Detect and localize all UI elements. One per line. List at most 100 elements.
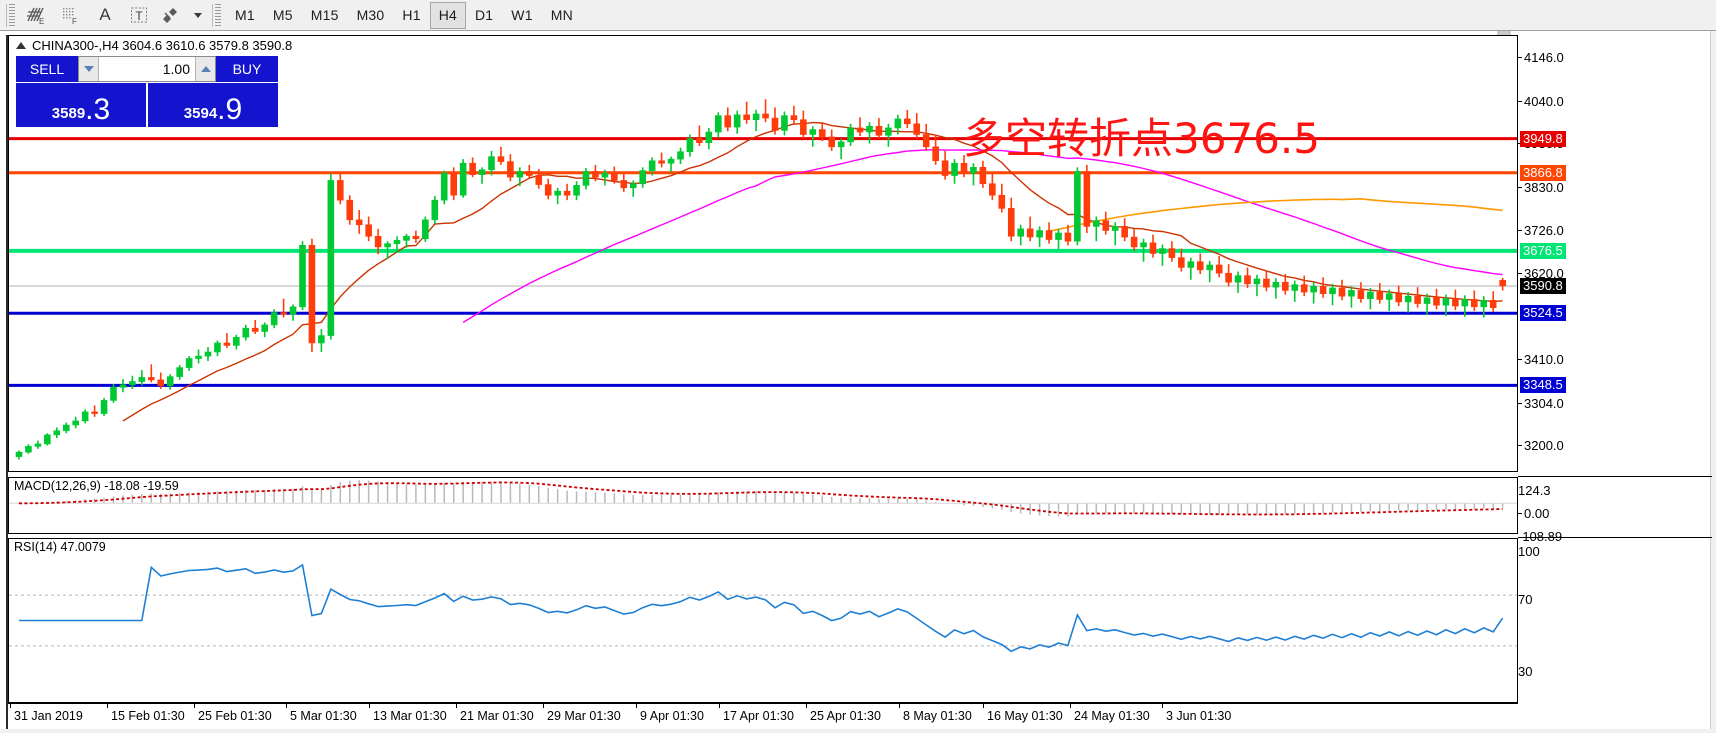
time-label: 21 Mar 01:30 xyxy=(460,709,534,723)
time-tick xyxy=(1070,704,1071,708)
bottom-strip xyxy=(0,729,1716,733)
objects-icon[interactable] xyxy=(156,1,190,30)
buy-price-decimal: .9 xyxy=(217,93,243,127)
price-tick-3410-0: 3410.0 xyxy=(1518,353,1564,366)
svg-text:E: E xyxy=(39,17,44,25)
crosshair-grid-icon[interactable]: F xyxy=(54,1,88,30)
price-tick-4146-0: 4146.0 xyxy=(1518,51,1564,64)
indicators-icon[interactable]: E xyxy=(20,1,54,30)
chart-annotation-text: 多空转折点3676.5 xyxy=(963,114,1320,163)
buy-button[interactable]: BUY xyxy=(216,56,278,82)
macd-label: MACD(12,26,9) -18.08 -19.59 xyxy=(14,479,179,493)
rsi-label: RSI(14) 47.0079 xyxy=(14,540,106,554)
price-tick-3304-0: 3304.0 xyxy=(1518,397,1564,410)
price-tick-3620-0: 3620.0 xyxy=(1518,267,1564,280)
volume-input[interactable]: 1.00 xyxy=(99,57,195,81)
volume-increase-button[interactable] xyxy=(195,57,215,81)
macd-axis-10889: -108.89 xyxy=(1518,529,1563,544)
text-object-icon[interactable]: T xyxy=(122,1,156,30)
rsi-axis-100: 100 xyxy=(1518,544,1540,559)
time-tick xyxy=(107,704,108,708)
pane-splitter-nub[interactable] xyxy=(1497,31,1511,36)
macd-chart-svg xyxy=(9,480,1517,517)
rsi-axis-70: 70 xyxy=(1518,592,1533,607)
volume-decrease-button[interactable] xyxy=(79,57,99,81)
price-tick-3726-0: 3726.0 xyxy=(1518,224,1564,237)
chart-header: CHINA300-,H4 3604.6 3610.6 3579.8 3590.8 xyxy=(16,38,292,53)
level-3676-5[interactable]: 3676.5 xyxy=(1520,242,1566,259)
time-label: 16 May 01:30 xyxy=(987,709,1063,723)
time-tick xyxy=(1162,704,1163,708)
timeframe-m15[interactable]: M15 xyxy=(310,7,339,23)
time-label: 31 Jan 2019 xyxy=(14,709,83,723)
time-label: 17 Apr 01:30 xyxy=(723,709,794,723)
time-label: 29 Mar 01:30 xyxy=(547,709,621,723)
macd-axis-1243: 124.3 xyxy=(1518,483,1551,498)
macd-axis-000: 0.00 xyxy=(1518,507,1549,520)
time-tick xyxy=(719,704,720,708)
sell-price-decimal: .3 xyxy=(85,93,111,127)
time-label: 3 Jun 01:30 xyxy=(1166,709,1232,723)
price-tick-4040-0: 4040.0 xyxy=(1518,95,1564,108)
price-tick-3830-0: 3830.0 xyxy=(1518,181,1564,194)
timeframe-h1[interactable]: H1 xyxy=(402,7,421,23)
time-tick xyxy=(456,704,457,708)
macd-pane[interactable]: MACD(12,26,9) -18.08 -19.59 xyxy=(8,477,1518,534)
buy-price-integer: 3594 xyxy=(183,105,218,122)
price-tick-3200-0: 3200.0 xyxy=(1518,439,1564,452)
timeframe-m5[interactable]: M5 xyxy=(272,7,293,23)
time-label: 9 Apr 01:30 xyxy=(640,709,704,723)
rsi-axis-30: 30 xyxy=(1518,664,1533,679)
svg-text:F: F xyxy=(72,17,77,25)
timeframe-h4[interactable]: H4 xyxy=(429,1,466,29)
objects-dropdown-caret-icon[interactable] xyxy=(190,1,206,30)
time-tick xyxy=(543,704,544,708)
chart-header-text: CHINA300-,H4 3604.6 3610.6 3579.8 3590.8 xyxy=(32,38,293,53)
time-label: 8 May 01:30 xyxy=(903,709,972,723)
time-tick xyxy=(983,704,984,708)
time-axis[interactable]: 31 Jan 2019 15 Feb 01:30 25 Feb 01:30 5 Mar… xyxy=(8,703,1518,729)
time-tick xyxy=(286,704,287,708)
svg-text:T: T xyxy=(135,9,143,23)
sell-price-integer: 3589 xyxy=(51,105,86,122)
time-tick xyxy=(369,704,370,708)
volume-stepper[interactable]: 1.00 xyxy=(78,56,216,82)
time-label: 5 Mar 01:30 xyxy=(290,709,357,723)
buy-price-display[interactable]: 3594 .9 xyxy=(148,83,278,127)
level-3524-5[interactable]: 3524.5 xyxy=(1520,305,1566,322)
rsi-pane[interactable]: RSI(14) 47.0079 xyxy=(8,538,1518,703)
collapse-triangle-icon[interactable] xyxy=(16,42,26,49)
time-tick xyxy=(194,704,195,708)
toolbar-grip-timeframes[interactable] xyxy=(212,3,221,27)
timeframe-mn[interactable]: MN xyxy=(550,7,573,23)
current-price-3590-8[interactable]: 3590.8 xyxy=(1520,278,1566,294)
price-chart-svg xyxy=(9,99,1517,460)
one-click-trading-panel[interactable]: SELL 1.00 BUY 3589 .3 3594 .9 xyxy=(16,56,278,127)
rsi-axis-separator xyxy=(1518,537,1712,538)
toolbar-grip-left[interactable] xyxy=(6,3,15,27)
timeframe-m1[interactable]: M1 xyxy=(235,7,255,23)
timeframe-d1[interactable]: D1 xyxy=(475,7,494,23)
chart-frame: CHINA300-,H4 3604.6 3610.6 3579.8 3590.8… xyxy=(6,35,1712,729)
level-3348-5[interactable]: 3348.5 xyxy=(1520,377,1566,394)
main-toolbar: E F A xyxy=(0,0,1716,31)
time-tick xyxy=(636,704,637,708)
right-scroll-strip[interactable] xyxy=(1710,31,1716,733)
timeframe-w1[interactable]: W1 xyxy=(511,7,533,23)
time-tick xyxy=(899,704,900,708)
time-label: 25 Feb 01:30 xyxy=(198,709,272,723)
time-label: 13 Mar 01:30 xyxy=(373,709,447,723)
rsi-chart-svg xyxy=(9,563,1517,653)
timeframe-m30[interactable]: M30 xyxy=(356,7,385,23)
time-label: 15 Feb 01:30 xyxy=(111,709,185,723)
sell-button[interactable]: SELL xyxy=(16,56,78,82)
sell-price-display[interactable]: 3589 .3 xyxy=(16,83,146,127)
level-3949-8[interactable]: 3949.8 xyxy=(1520,130,1566,147)
time-tick xyxy=(806,704,807,708)
time-label: 25 Apr 01:30 xyxy=(810,709,881,723)
level-3866-8[interactable]: 3866.8 xyxy=(1520,164,1566,181)
time-tick xyxy=(10,704,11,708)
price-axis[interactable]: 4146.04040.03936.03830.03726.03620.03410… xyxy=(1518,35,1712,703)
time-label: 24 May 01:30 xyxy=(1074,709,1150,723)
text-label-icon[interactable]: A xyxy=(99,5,111,24)
